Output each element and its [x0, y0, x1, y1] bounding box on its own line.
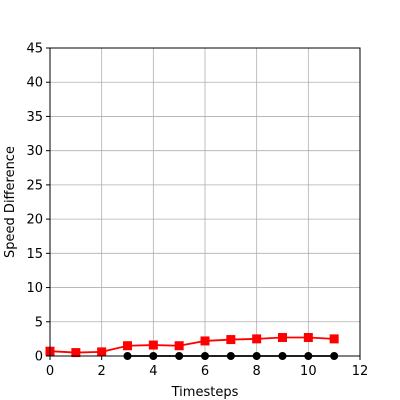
y-tick-label: 45	[26, 42, 43, 57]
y-tick-label: 35	[26, 110, 43, 125]
y-tick-label: 20	[26, 213, 43, 228]
data-point-square	[329, 334, 339, 344]
data-point-square	[174, 341, 184, 351]
x-tick-label: 4	[149, 364, 157, 379]
y-tick-label: 25	[26, 178, 43, 193]
x-tick-label: 6	[201, 364, 209, 379]
data-point-square	[278, 333, 287, 343]
x-tick-label: 0	[46, 364, 54, 379]
x-tick-label: 8	[253, 364, 261, 379]
ticks: 0 2 4 6 8 10 12 0 5 10 15 20 25 30 35 40 45	[26, 42, 368, 380]
data-point-square	[252, 334, 262, 344]
data-point-square	[226, 335, 236, 345]
y-tick-label: 30	[26, 144, 43, 159]
y-tick-label: 10	[26, 281, 43, 296]
x-tick-label: 2	[98, 364, 106, 379]
data-point-square	[123, 341, 132, 351]
data-point-square	[303, 333, 313, 343]
y-tick-label: 15	[26, 247, 43, 262]
x-axis-label: Timesteps	[171, 385, 239, 400]
data-point-square	[200, 336, 210, 346]
x-tick-label: 12	[352, 364, 369, 379]
data-point-square	[71, 348, 81, 358]
y-tick-label: 40	[26, 76, 43, 91]
y-tick-label: 5	[35, 315, 43, 330]
data-point-square	[148, 340, 158, 350]
y-tick-label: 0	[35, 350, 43, 365]
data-point-square	[97, 347, 107, 357]
x-tick-label: 10	[300, 364, 317, 379]
y-axis-label: Speed Difference	[3, 146, 18, 258]
